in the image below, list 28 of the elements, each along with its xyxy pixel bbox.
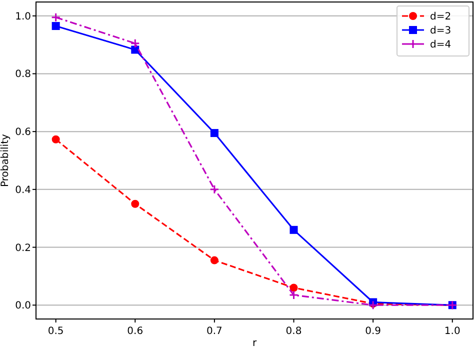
point — [289, 290, 299, 300]
x-axis-title: r — [252, 338, 258, 348]
y-tick-label: 0.8 — [15, 69, 31, 80]
x-tick-label: 0.8 — [286, 326, 302, 337]
legend-label: d=4 — [430, 40, 452, 50]
y-tick-label: 0.2 — [15, 242, 31, 254]
y-tick-label: 0.6 — [15, 127, 31, 138]
point — [131, 200, 140, 208]
y-tick-label: 1.0 — [15, 11, 31, 22]
point — [210, 256, 218, 264]
x-tick-label: 0.6 — [127, 326, 144, 337]
point — [210, 129, 218, 138]
legend-label: d=3 — [430, 26, 452, 36]
point — [290, 284, 298, 292]
point — [290, 226, 298, 234]
y-tick-label: 0.0 — [15, 300, 31, 312]
point — [52, 22, 60, 30]
x-tick-label: 0.5 — [48, 326, 64, 337]
x-tick-label: 0.9 — [365, 326, 382, 337]
point — [51, 12, 61, 22]
legend-label: d=2 — [430, 12, 452, 22]
y-tick-label: 0.4 — [15, 184, 31, 196]
x-tick-label: 1.0 — [444, 326, 460, 337]
point — [130, 38, 140, 48]
x-tick-label: 0.7 — [206, 326, 222, 337]
point — [210, 184, 220, 194]
y-axis-title: Probability — [0, 134, 11, 187]
point — [52, 135, 60, 144]
